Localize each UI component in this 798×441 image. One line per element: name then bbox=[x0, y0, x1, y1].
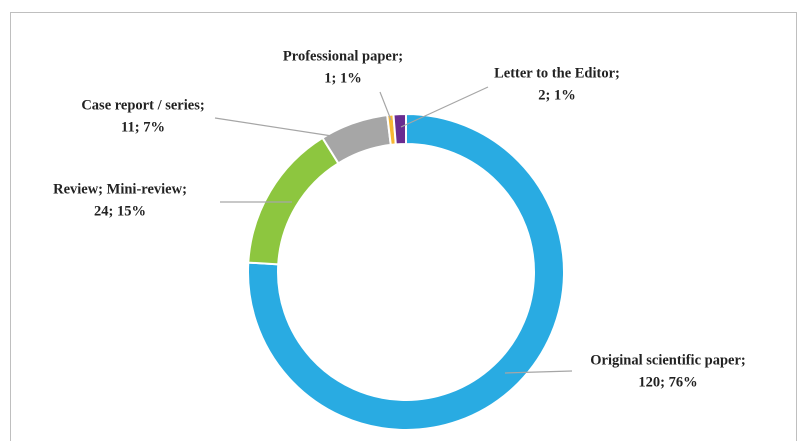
leader-line bbox=[400, 86, 489, 128]
category-label: Review; Mini-review; bbox=[53, 181, 187, 197]
category-label: Letter to the Editor; bbox=[494, 65, 620, 81]
chart-frame bbox=[10, 12, 797, 441]
value-label: 1; 1% bbox=[324, 70, 361, 86]
leader-line bbox=[379, 91, 392, 121]
category-label: Original scientific paper; bbox=[590, 352, 745, 368]
leader-line bbox=[504, 370, 573, 374]
slice bbox=[247, 112, 565, 431]
data-labels: Original scientific paper; 120; 76% Review… bbox=[53, 48, 746, 390]
leader-line bbox=[214, 117, 333, 137]
category-label: Professional paper; bbox=[283, 48, 403, 64]
value-label: 11; 7% bbox=[121, 119, 165, 135]
value-label: 2; 1% bbox=[538, 87, 575, 103]
donut bbox=[247, 112, 565, 431]
value-label: 24; 15% bbox=[94, 203, 146, 219]
slice bbox=[392, 112, 407, 146]
category-label: Case report / series; bbox=[81, 97, 204, 113]
value-label: 120; 76% bbox=[638, 374, 697, 390]
